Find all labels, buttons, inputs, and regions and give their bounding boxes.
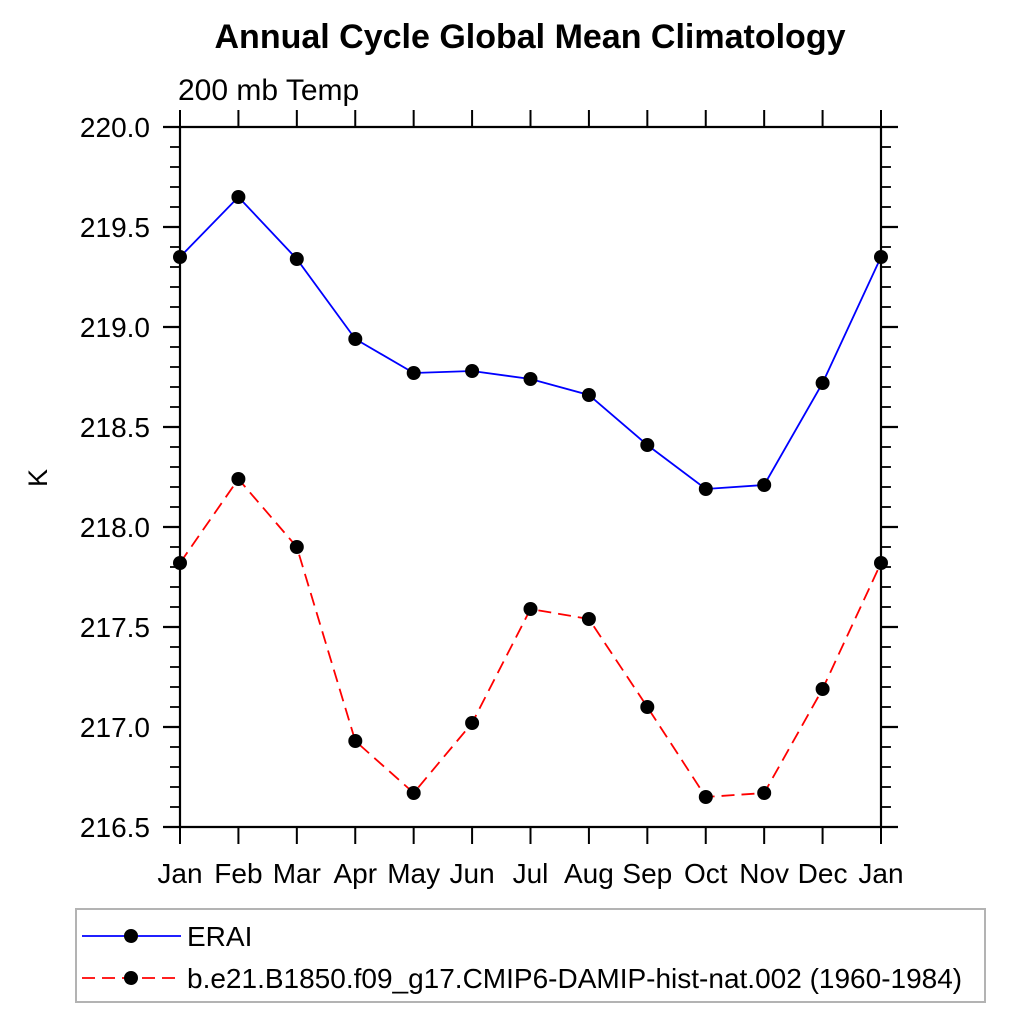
legend-marker-dot: [124, 971, 138, 985]
data-point: [289, 252, 304, 266]
x-tick-label: Jul: [513, 858, 549, 889]
legend: ERAI b.e21.B1850.f09_g17.CMIP6-DAMIP-hist…: [75, 908, 986, 1003]
data-point: [231, 472, 246, 486]
legend-entry-0: ERAI: [82, 921, 252, 952]
series-line-0: [179, 195, 882, 490]
data-point: [581, 388, 596, 402]
y-tick-label: 216.5: [80, 812, 150, 843]
data-point: [406, 366, 421, 380]
x-tick-label: Oct: [684, 858, 728, 889]
data-point: [815, 376, 830, 390]
data-point: [640, 700, 655, 714]
legend-marker-dot: [124, 929, 138, 943]
x-tick-label: Jan: [858, 858, 903, 889]
x-tick-label: Apr: [333, 858, 377, 889]
x-tick-label: Jun: [450, 858, 495, 889]
y-tick-label: 220.0: [80, 112, 150, 143]
axis-ticks: [163, 110, 898, 844]
data-point: [173, 556, 187, 570]
data-point: [581, 612, 596, 626]
legend-entry-1: b.e21.B1850.f09_g17.CMIP6-DAMIP-hist-nat…: [82, 963, 962, 994]
x-tick-label: Feb: [214, 858, 262, 889]
y-tick-label: 218.0: [80, 512, 150, 543]
data-point: [406, 786, 421, 800]
legend-label: ERAI: [187, 921, 252, 952]
data-series-layer: [173, 190, 888, 804]
data-point: [523, 372, 538, 386]
y-tick-label: 219.0: [80, 312, 150, 343]
series-line-1: [179, 477, 882, 798]
x-tick-label: Sep: [622, 858, 672, 889]
y-axis-label: K: [23, 469, 53, 487]
data-point: [874, 556, 888, 570]
data-point: [757, 786, 772, 800]
data-point: [698, 482, 713, 496]
x-tick-label: May: [387, 858, 440, 889]
data-point: [523, 602, 538, 616]
legend-label: b.e21.B1850.f09_g17.CMIP6-DAMIP-hist-nat…: [187, 963, 962, 994]
data-point: [874, 250, 888, 264]
data-point: [289, 540, 304, 554]
data-point: [348, 332, 363, 346]
x-tick-label: Nov: [739, 858, 789, 889]
x-tick-label: Mar: [273, 858, 321, 889]
x-tick-label: Aug: [564, 858, 614, 889]
chart-subtitle: 200 mb Temp: [178, 74, 359, 107]
plot-axes: [178, 125, 883, 829]
chart-title: Annual Cycle Global Mean Climatology: [215, 18, 846, 56]
x-tick-label: Jan: [157, 858, 202, 889]
data-point: [465, 716, 480, 730]
data-point: [173, 250, 187, 264]
data-point: [815, 682, 830, 696]
data-point: [348, 734, 363, 748]
data-point: [465, 364, 480, 378]
x-tick-label: Dec: [798, 858, 848, 889]
data-point: [640, 438, 655, 452]
y-tick-label: 219.5: [80, 212, 150, 243]
data-point: [698, 790, 713, 804]
y-tick-label: 217.0: [80, 712, 150, 743]
data-point: [231, 190, 246, 204]
axis-tick-labels: 220.0 219.5 219.0 218.5 218.0 217.5 217.0 216.5…: [80, 112, 904, 889]
legend-box: [75, 908, 986, 1003]
y-tick-label: 217.5: [80, 612, 150, 643]
data-point: [757, 478, 772, 492]
y-tick-label: 218.5: [80, 412, 150, 443]
